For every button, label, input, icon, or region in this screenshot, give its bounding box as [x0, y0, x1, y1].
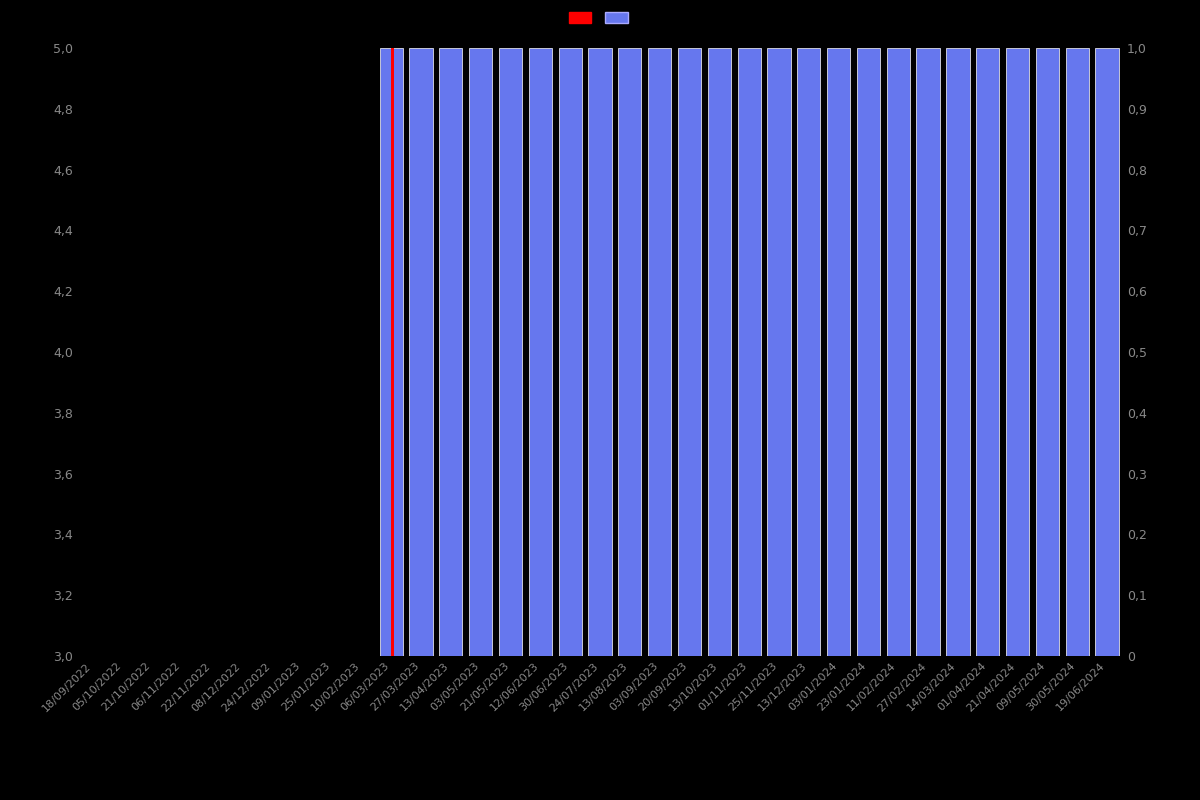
- Bar: [947, 48, 970, 656]
- Legend: , : ,: [569, 12, 631, 25]
- Bar: [391, 48, 394, 656]
- Bar: [767, 48, 791, 656]
- Bar: [917, 48, 940, 656]
- Bar: [558, 48, 582, 656]
- Bar: [827, 48, 851, 656]
- Bar: [529, 48, 552, 656]
- Bar: [618, 48, 642, 656]
- Bar: [648, 48, 671, 656]
- Bar: [1096, 48, 1118, 656]
- Bar: [439, 48, 462, 656]
- Bar: [678, 48, 701, 656]
- Bar: [1066, 48, 1088, 656]
- Bar: [409, 48, 433, 656]
- Bar: [857, 48, 880, 656]
- Bar: [469, 48, 492, 656]
- Bar: [738, 48, 761, 656]
- Bar: [499, 48, 522, 656]
- Bar: [976, 48, 1000, 656]
- Bar: [1006, 48, 1030, 656]
- Bar: [1036, 48, 1060, 656]
- Bar: [379, 48, 403, 656]
- Bar: [588, 48, 612, 656]
- Bar: [797, 48, 821, 656]
- Bar: [887, 48, 910, 656]
- Bar: [708, 48, 731, 656]
